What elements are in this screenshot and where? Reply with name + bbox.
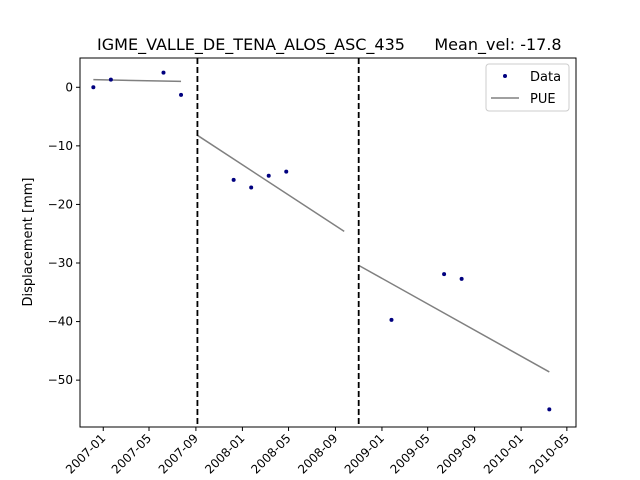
x-tick-label: 2009-05 [387,431,432,476]
data-point [91,85,96,90]
y-tick-label: −50 [48,373,73,387]
y-axis-label: Displacement [mm] [21,178,36,307]
pue-segment [358,264,550,373]
legend: Data PUE [485,63,570,112]
y-tick-label: 0 [65,80,73,94]
legend-data-label: Data [530,70,561,85]
x-tick-label: 2010-05 [527,431,572,476]
y-tick-label: −10 [48,139,73,153]
x-tick-label: 2007-01 [63,431,108,476]
x-tick-label: 2010-01 [481,431,526,476]
data-point [442,272,447,277]
data-point [284,169,289,174]
pue-segment [197,134,345,232]
x-tick-label: 2007-09 [156,431,201,476]
chart-title: IGME_VALLE_DE_TENA_ALOS_ASC_435 [97,35,405,55]
x-tick-label: 2008-01 [202,431,247,476]
y-tick-label: −30 [48,256,73,270]
x-tick-label: 2009-09 [434,431,479,476]
x-axis: 2007-01 2007-05 2007-09 2008-01 2008-05 2008-… [63,427,572,477]
data-series [91,70,552,412]
pue-segment [93,78,182,83]
x-tick-label: 2008-09 [295,431,340,476]
plot-frame [79,57,577,428]
x-tick-label: 2007-05 [109,431,154,476]
x-tick-label: 2009-01 [342,431,387,476]
data-point [161,70,166,75]
y-axis: 0 −10 −20 −30 −40 −50 [48,80,80,387]
legend-pue-label: PUE [530,92,556,107]
data-point [389,317,394,322]
y-tick-label: −40 [48,315,73,329]
breakpoint-lines [196,58,360,427]
data-point [249,185,254,190]
data-point [266,173,271,178]
pue-series [93,78,550,373]
data-point [547,407,552,412]
chart-subtitle: Mean_vel: -17.8 [434,35,561,55]
data-point [231,177,236,182]
x-tick-label: 2008-05 [248,431,293,476]
y-tick-label: −20 [48,197,73,211]
legend-data-marker [503,74,507,78]
data-point [179,92,184,97]
data-point [459,276,464,281]
data-point [108,77,113,82]
plot-area [91,58,552,427]
